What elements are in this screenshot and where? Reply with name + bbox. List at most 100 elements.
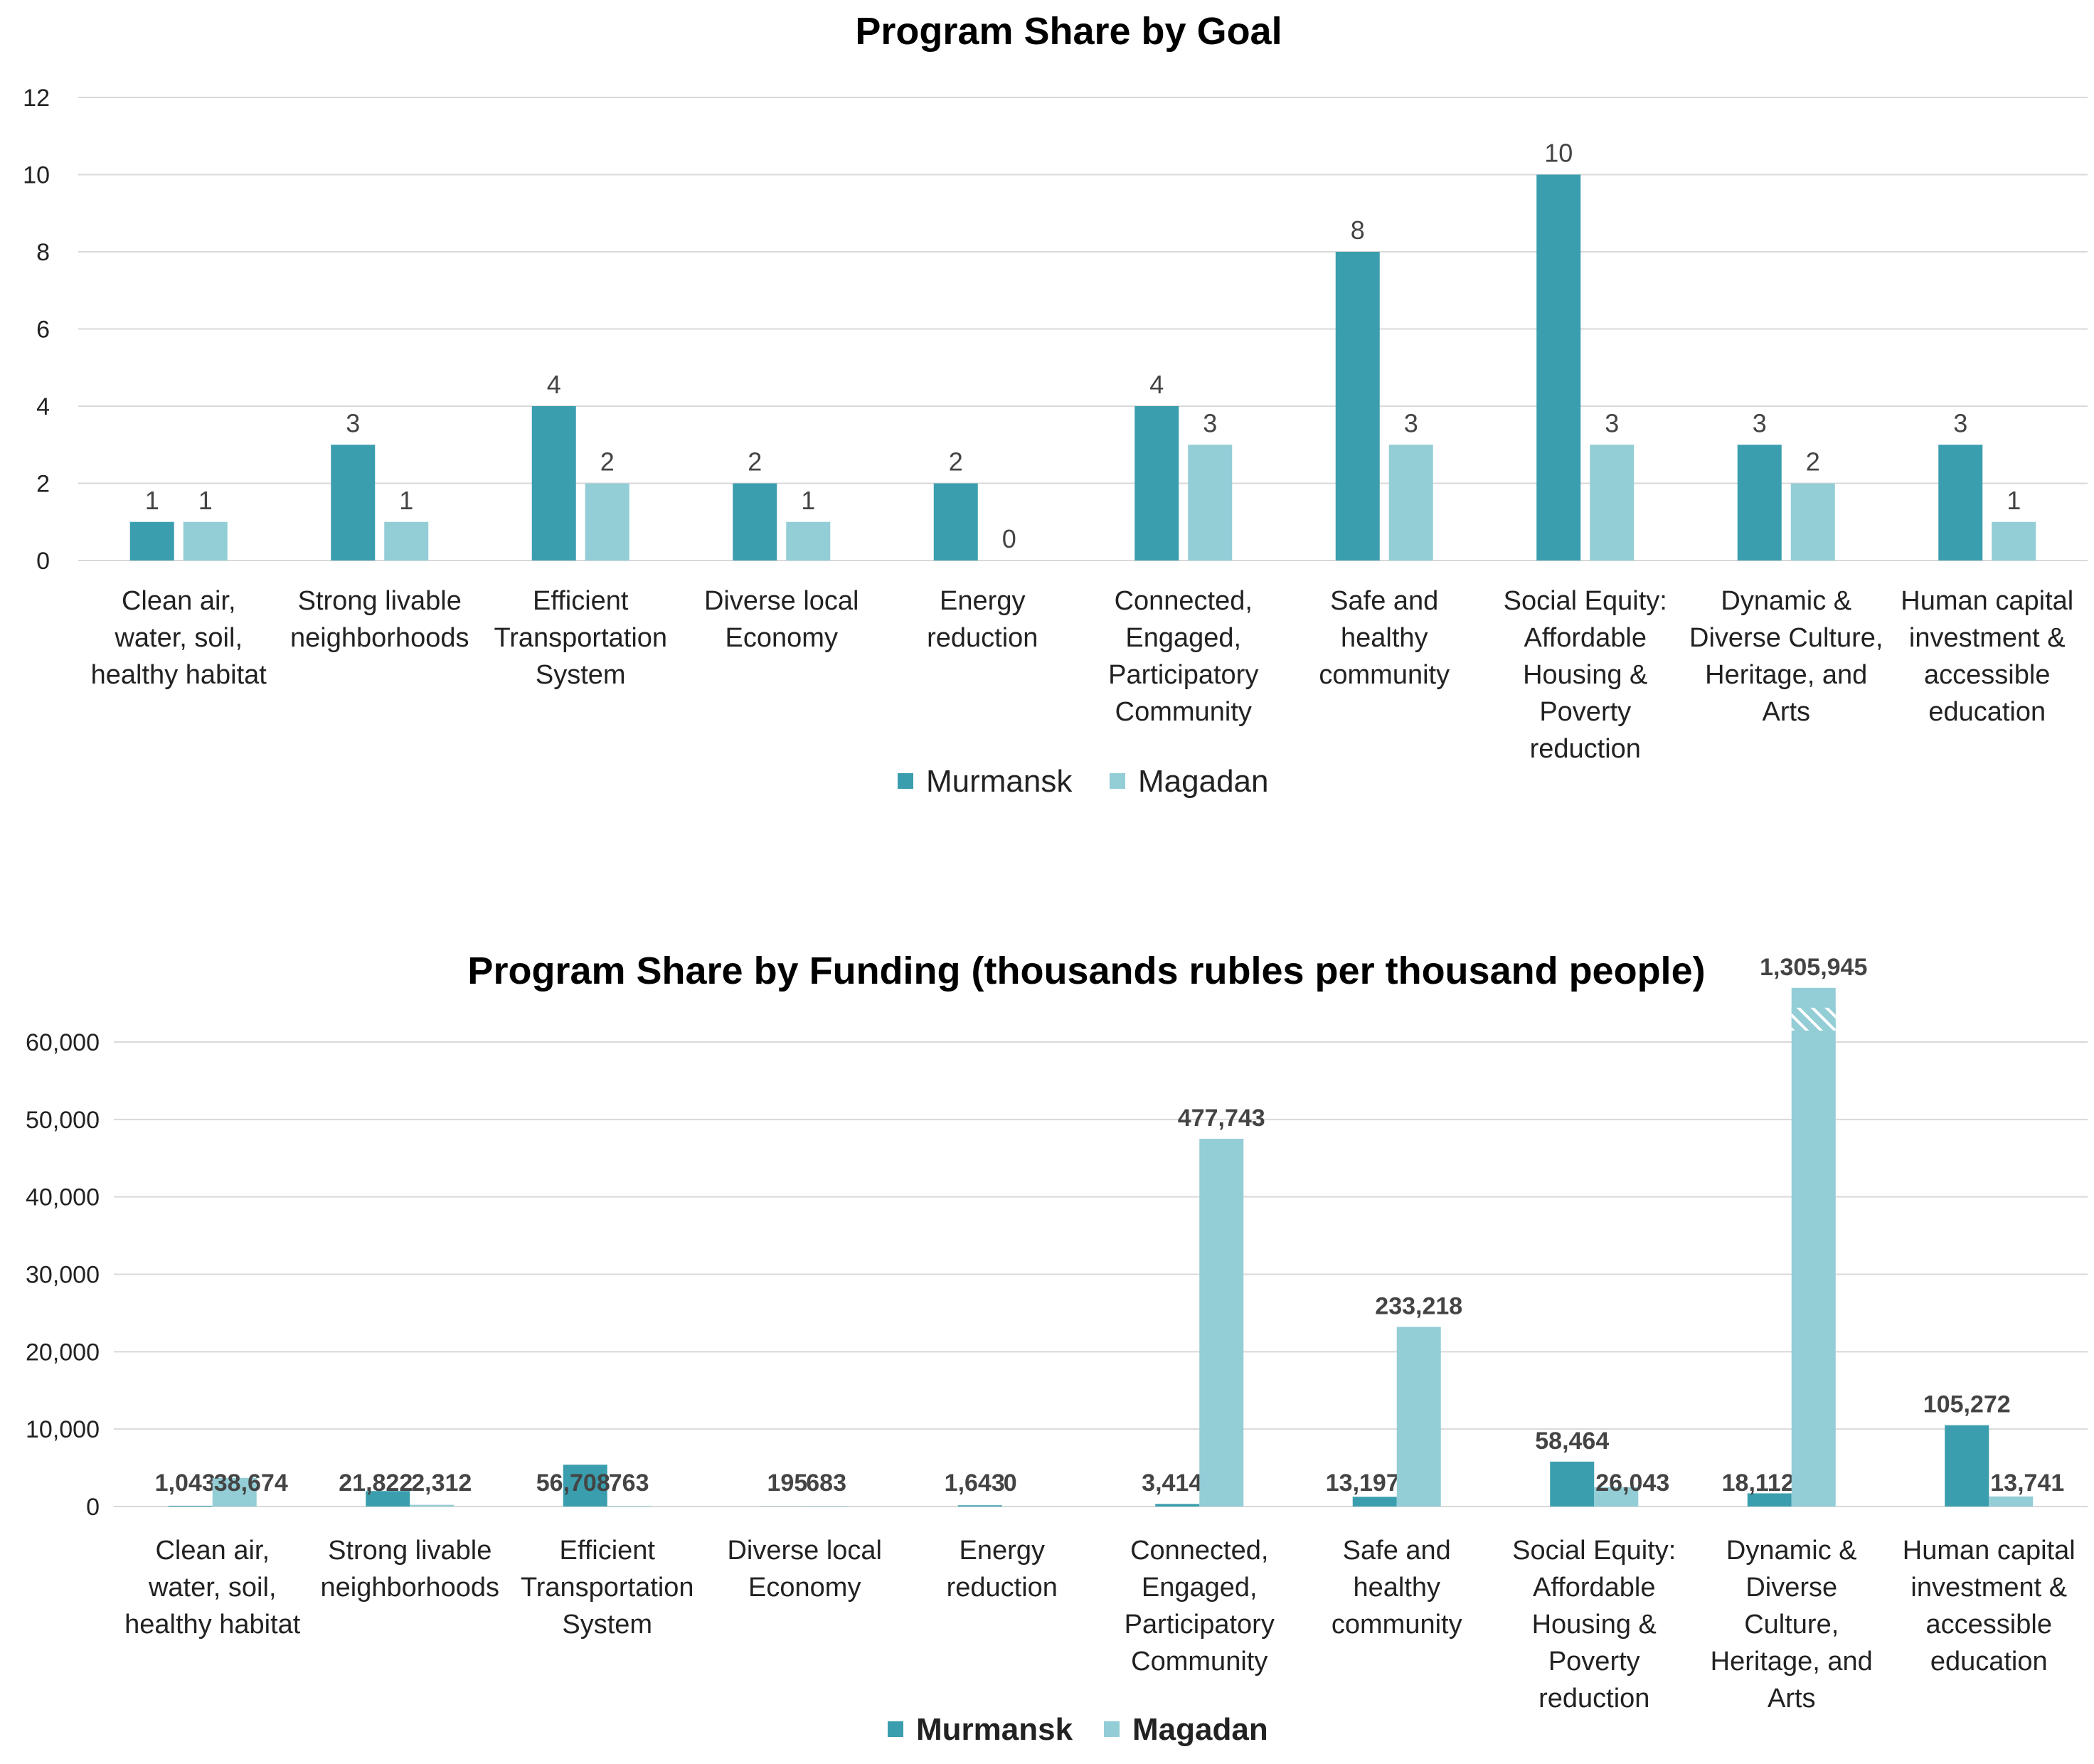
x-tick-label: Housing & bbox=[1532, 1610, 1657, 1640]
y-tick-label: 50,000 bbox=[26, 1107, 100, 1134]
bar-murmansk-6 bbox=[1134, 406, 1179, 560]
data-label: 21,822 bbox=[339, 1470, 413, 1497]
x-tick-label: Arts bbox=[1768, 1684, 1816, 1713]
x-tick-label: neighborhoods bbox=[290, 623, 469, 653]
bar-murmansk-7 bbox=[1336, 252, 1380, 560]
data-label: 13,197 bbox=[1326, 1470, 1400, 1497]
axis-break-marker bbox=[1792, 1008, 1836, 1031]
data-label: 3 bbox=[1753, 408, 1767, 437]
y-tick-label: 8 bbox=[36, 239, 50, 266]
data-label: 2 bbox=[1806, 447, 1820, 477]
x-tick-label: education bbox=[1928, 697, 2046, 727]
x-tick-label: Strong livable bbox=[328, 1536, 491, 1566]
data-label: 683 bbox=[806, 1470, 846, 1497]
legend-swatch-magadan bbox=[1110, 773, 1125, 789]
x-tick-label: healthy bbox=[1341, 623, 1428, 653]
bar-magadan-3 bbox=[607, 1506, 652, 1507]
x-tick-label: Energy bbox=[960, 1536, 1045, 1566]
legend-swatch-murmansk bbox=[898, 773, 913, 789]
x-tick-label: Transportation bbox=[494, 623, 667, 653]
y-tick-label: 40,000 bbox=[26, 1184, 100, 1211]
x-tick-label: Poverty bbox=[1539, 697, 1631, 727]
bar-magadan-10 bbox=[1989, 1497, 2033, 1507]
x-tick-label: Heritage, and bbox=[1711, 1647, 1873, 1677]
legend-label-magadan: Magadan bbox=[1138, 764, 1268, 799]
bar-murmansk-1 bbox=[169, 1506, 213, 1507]
data-label: 1,043 bbox=[155, 1470, 216, 1497]
data-label: 1 bbox=[399, 486, 413, 515]
x-tick-label: Economy bbox=[748, 1573, 861, 1603]
data-label: 233,218 bbox=[1375, 1293, 1462, 1320]
x-tick-label: Culture, bbox=[1744, 1610, 1839, 1640]
data-label: 0 bbox=[1002, 524, 1016, 553]
bar-murmansk-10 bbox=[1945, 1425, 1989, 1507]
y-tick-label: 60,000 bbox=[26, 1029, 100, 1056]
x-tick-label: water, soil, bbox=[114, 623, 243, 653]
legend-label-murmansk: Murmansk bbox=[926, 764, 1073, 799]
bar-magadan-8 bbox=[1590, 445, 1634, 560]
data-label: 1 bbox=[198, 486, 213, 515]
data-label: 3,414 bbox=[1142, 1470, 1202, 1497]
bar-murmansk-4 bbox=[733, 484, 777, 561]
x-tick-label: reduction bbox=[1530, 734, 1641, 764]
bar-magadan-2 bbox=[410, 1505, 454, 1507]
x-tick-label: education bbox=[1930, 1647, 2048, 1677]
data-label: 1,305,945 bbox=[1760, 954, 1867, 981]
legend-label-magadan: Magadan bbox=[1132, 1712, 1268, 1747]
data-label: 3 bbox=[1953, 408, 1967, 437]
bar-magadan-3 bbox=[585, 484, 629, 561]
x-tick-label: Arts bbox=[1762, 697, 1810, 727]
legend-label-murmansk: Murmansk bbox=[916, 1712, 1073, 1747]
data-label: 56,708 bbox=[536, 1470, 610, 1497]
y-tick-label: 2 bbox=[36, 471, 50, 498]
x-tick-label: Connected, bbox=[1130, 1536, 1268, 1566]
bar-magadan-4 bbox=[804, 1506, 849, 1507]
x-tick-label: Social Equity: bbox=[1512, 1536, 1676, 1566]
bar-magadan-1 bbox=[184, 522, 228, 560]
x-tick-label: water, soil, bbox=[148, 1573, 277, 1603]
x-tick-label: Connected, bbox=[1115, 586, 1253, 616]
x-tick-label: Participatory bbox=[1125, 1610, 1275, 1640]
x-tick-label: community bbox=[1332, 1610, 1462, 1640]
bar-murmansk-2 bbox=[331, 445, 375, 560]
x-tick-label: community bbox=[1319, 660, 1450, 690]
x-tick-label: Poverty bbox=[1548, 1647, 1640, 1677]
data-label: 105,272 bbox=[1923, 1391, 2011, 1418]
bar-magadan-9 bbox=[1792, 988, 1836, 1507]
x-tick-label: Diverse local bbox=[727, 1536, 882, 1566]
bar-murmansk-5 bbox=[934, 484, 978, 561]
y-tick-label: 0 bbox=[36, 548, 50, 575]
x-tick-label: Housing & bbox=[1523, 660, 1647, 690]
data-label: 195 bbox=[767, 1470, 808, 1497]
x-tick-label: Dynamic & bbox=[1721, 586, 1851, 616]
x-tick-label: Community bbox=[1131, 1647, 1267, 1677]
data-label: 10 bbox=[1544, 139, 1573, 168]
data-label: 0 bbox=[1004, 1470, 1017, 1497]
x-tick-label: healthy bbox=[1353, 1573, 1440, 1603]
bar-murmansk-9 bbox=[1738, 445, 1782, 560]
y-tick-label: 6 bbox=[36, 317, 50, 344]
data-label: 38,674 bbox=[214, 1470, 288, 1497]
legend-swatch-magadan bbox=[1104, 1721, 1120, 1737]
data-label: 763 bbox=[609, 1470, 649, 1497]
data-label: 58,464 bbox=[1535, 1428, 1609, 1455]
y-tick-label: 30,000 bbox=[26, 1262, 100, 1289]
x-tick-label: System bbox=[536, 660, 626, 690]
data-label: 18,112 bbox=[1722, 1470, 1795, 1497]
x-tick-label: Human capital bbox=[1903, 1536, 2076, 1566]
y-tick-label: 0 bbox=[86, 1494, 100, 1521]
bar-murmansk-1 bbox=[130, 522, 174, 560]
x-tick-label: Participatory bbox=[1108, 660, 1258, 690]
data-label: 2 bbox=[600, 447, 615, 477]
x-tick-label: investment & bbox=[1909, 623, 2066, 653]
data-label: 4 bbox=[1149, 370, 1164, 399]
chart-2: Program Share by Funding (thousands rubl… bbox=[26, 950, 2088, 1747]
data-label: 2 bbox=[949, 447, 963, 477]
data-label: 2,312 bbox=[411, 1470, 472, 1497]
bar-magadan-2 bbox=[384, 522, 428, 560]
x-tick-label: System bbox=[562, 1610, 652, 1640]
x-tick-label: accessible bbox=[1926, 1610, 2052, 1640]
x-tick-label: Energy bbox=[940, 586, 1025, 616]
